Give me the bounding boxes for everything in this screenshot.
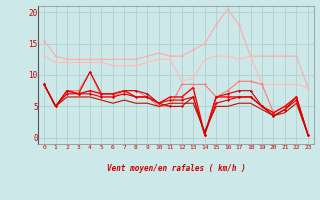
X-axis label: Vent moyen/en rafales ( km/h ): Vent moyen/en rafales ( km/h ) [107,164,245,173]
